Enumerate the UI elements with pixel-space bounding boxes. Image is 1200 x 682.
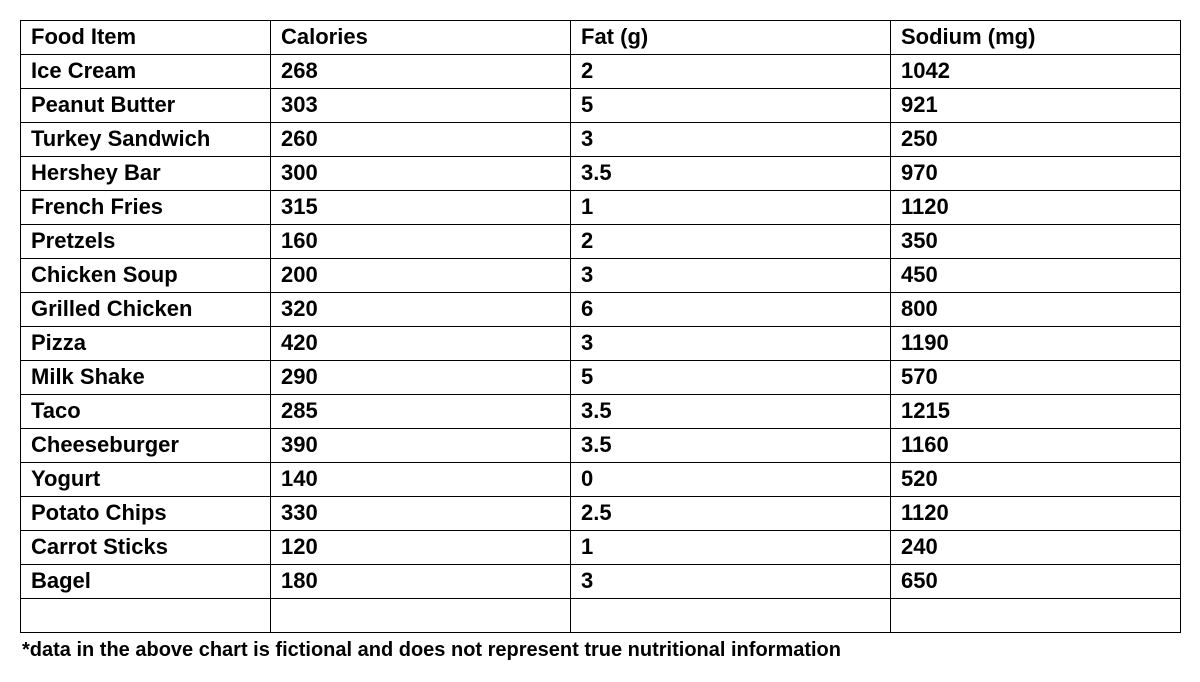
col-header-sodium: Sodium (mg) (891, 21, 1181, 55)
cell-fat: 3.5 (571, 157, 891, 191)
table-row: Taco 285 3.5 1215 (21, 395, 1181, 429)
col-header-calories: Calories (271, 21, 571, 55)
table-row: Cheeseburger 390 3.5 1160 (21, 429, 1181, 463)
table-row: Chicken Soup 200 3 450 (21, 259, 1181, 293)
cell-calories: 140 (271, 463, 571, 497)
blank-cell (271, 599, 571, 633)
cell-fat: 2 (571, 55, 891, 89)
cell-food: Hershey Bar (21, 157, 271, 191)
table-row: French Fries 315 1 1120 (21, 191, 1181, 225)
cell-food: Ice Cream (21, 55, 271, 89)
cell-calories: 420 (271, 327, 571, 361)
cell-food: Milk Shake (21, 361, 271, 395)
cell-calories: 260 (271, 123, 571, 157)
cell-sodium: 921 (891, 89, 1181, 123)
cell-food: Potato Chips (21, 497, 271, 531)
table-blank-row (21, 599, 1181, 633)
cell-sodium: 1160 (891, 429, 1181, 463)
cell-food: Turkey Sandwich (21, 123, 271, 157)
table-header-row: Food Item Calories Fat (g) Sodium (mg) (21, 21, 1181, 55)
cell-sodium: 450 (891, 259, 1181, 293)
cell-sodium: 970 (891, 157, 1181, 191)
table-row: Peanut Butter 303 5 921 (21, 89, 1181, 123)
cell-fat: 3 (571, 259, 891, 293)
cell-sodium: 1042 (891, 55, 1181, 89)
table-row: Ice Cream 268 2 1042 (21, 55, 1181, 89)
table-row: Pizza 420 3 1190 (21, 327, 1181, 361)
cell-food: Yogurt (21, 463, 271, 497)
cell-fat: 0 (571, 463, 891, 497)
table-row: Carrot Sticks 120 1 240 (21, 531, 1181, 565)
cell-food: Pizza (21, 327, 271, 361)
cell-calories: 303 (271, 89, 571, 123)
cell-fat: 5 (571, 89, 891, 123)
blank-cell (891, 599, 1181, 633)
cell-food: Bagel (21, 565, 271, 599)
cell-calories: 268 (271, 55, 571, 89)
cell-sodium: 800 (891, 293, 1181, 327)
cell-fat: 2 (571, 225, 891, 259)
cell-calories: 315 (271, 191, 571, 225)
cell-calories: 285 (271, 395, 571, 429)
cell-calories: 160 (271, 225, 571, 259)
cell-food: Carrot Sticks (21, 531, 271, 565)
cell-calories: 120 (271, 531, 571, 565)
cell-fat: 3 (571, 565, 891, 599)
cell-sodium: 650 (891, 565, 1181, 599)
col-header-fat: Fat (g) (571, 21, 891, 55)
cell-food: Pretzels (21, 225, 271, 259)
cell-fat: 6 (571, 293, 891, 327)
cell-sodium: 1215 (891, 395, 1181, 429)
cell-sodium: 1190 (891, 327, 1181, 361)
cell-calories: 390 (271, 429, 571, 463)
cell-calories: 320 (271, 293, 571, 327)
cell-food: French Fries (21, 191, 271, 225)
cell-sodium: 570 (891, 361, 1181, 395)
nutrition-table: Food Item Calories Fat (g) Sodium (mg) I… (20, 20, 1181, 633)
cell-fat: 1 (571, 191, 891, 225)
cell-sodium: 350 (891, 225, 1181, 259)
table-row: Turkey Sandwich 260 3 250 (21, 123, 1181, 157)
table-row: Bagel 180 3 650 (21, 565, 1181, 599)
cell-calories: 330 (271, 497, 571, 531)
cell-food: Grilled Chicken (21, 293, 271, 327)
table-row: Grilled Chicken 320 6 800 (21, 293, 1181, 327)
cell-sodium: 1120 (891, 497, 1181, 531)
cell-fat: 3.5 (571, 429, 891, 463)
nutrition-table-container: Food Item Calories Fat (g) Sodium (mg) I… (20, 20, 1180, 662)
table-row: Hershey Bar 300 3.5 970 (21, 157, 1181, 191)
col-header-food: Food Item (21, 21, 271, 55)
cell-fat: 3 (571, 123, 891, 157)
cell-food: Cheeseburger (21, 429, 271, 463)
cell-sodium: 250 (891, 123, 1181, 157)
cell-food: Chicken Soup (21, 259, 271, 293)
cell-calories: 290 (271, 361, 571, 395)
cell-fat: 2.5 (571, 497, 891, 531)
cell-food: Taco (21, 395, 271, 429)
nutrition-table-body: Food Item Calories Fat (g) Sodium (mg) I… (21, 21, 1181, 633)
cell-food: Peanut Butter (21, 89, 271, 123)
cell-sodium: 1120 (891, 191, 1181, 225)
table-row: Milk Shake 290 5 570 (21, 361, 1181, 395)
cell-calories: 200 (271, 259, 571, 293)
cell-calories: 180 (271, 565, 571, 599)
cell-fat: 1 (571, 531, 891, 565)
table-row: Potato Chips 330 2.5 1120 (21, 497, 1181, 531)
cell-sodium: 520 (891, 463, 1181, 497)
cell-fat: 3 (571, 327, 891, 361)
cell-fat: 5 (571, 361, 891, 395)
blank-cell (571, 599, 891, 633)
table-row: Yogurt 140 0 520 (21, 463, 1181, 497)
cell-sodium: 240 (891, 531, 1181, 565)
blank-cell (21, 599, 271, 633)
cell-calories: 300 (271, 157, 571, 191)
table-row: Pretzels 160 2 350 (21, 225, 1181, 259)
cell-fat: 3.5 (571, 395, 891, 429)
